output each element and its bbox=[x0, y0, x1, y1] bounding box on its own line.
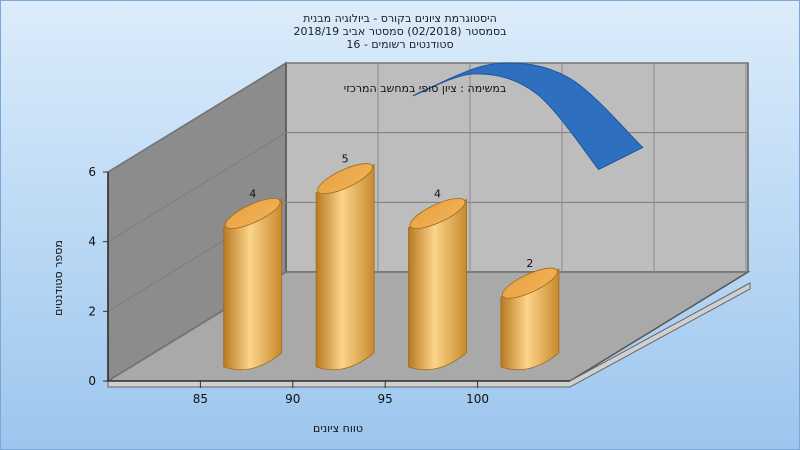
chart-title: היסטוגרמת ציונים בקורס - ביולוגיה מבנית … bbox=[293, 12, 506, 51]
bar-top-cap bbox=[502, 267, 558, 299]
bar-cylinder bbox=[500, 267, 560, 371]
grid-line-horizontal bbox=[107, 62, 748, 173]
bar-value-label: 4 bbox=[249, 188, 256, 201]
x-tick-label: 85 bbox=[193, 392, 208, 406]
bar-body bbox=[315, 164, 375, 371]
bar-body bbox=[223, 198, 283, 371]
y-axis-label: מספר סטודנטים bbox=[52, 240, 65, 316]
bar-value-label: 5 bbox=[342, 153, 349, 166]
bar-cylinder bbox=[223, 198, 283, 371]
trend-curve-ribbon bbox=[412, 62, 644, 171]
x-axis-ticks: 85 90 95 100 bbox=[193, 381, 489, 406]
bar-series bbox=[223, 163, 560, 371]
x-tick-label: 90 bbox=[285, 392, 300, 406]
bar-value-label: 2 bbox=[526, 257, 533, 270]
y-tick-label: 2 bbox=[88, 304, 96, 318]
bar-top-cap bbox=[409, 198, 466, 229]
x-tick-label: 95 bbox=[378, 392, 393, 406]
bar-cylinder bbox=[408, 198, 467, 371]
trend-curve bbox=[412, 62, 644, 171]
y-tick-label: 6 bbox=[88, 165, 96, 179]
chart-annotation: במשימה : ציון סופי במחשב המרכזי bbox=[344, 82, 507, 95]
y-tick-label: 0 bbox=[88, 374, 96, 388]
y-tick-label: 4 bbox=[88, 235, 96, 249]
x-axis-label: טווח ציונים bbox=[313, 422, 363, 435]
bar-top-cap bbox=[224, 198, 281, 229]
bar-top-cap bbox=[317, 163, 373, 195]
title-line-3: סטודנטים רשומים - 16 bbox=[346, 38, 453, 51]
grid-lines bbox=[107, 62, 748, 382]
x-tick-label: 100 bbox=[466, 392, 489, 406]
bar-body bbox=[408, 198, 467, 371]
bar-data-labels: 4 5 4 2 bbox=[249, 153, 533, 270]
y-axis-ticks: 0 2 4 6 bbox=[88, 165, 108, 388]
grid-line-horizontal bbox=[107, 201, 748, 312]
title-line-2: בסמסטר (02/2018) סמסטר אביב 2018/19 bbox=[293, 25, 506, 38]
grid-line-horizontal bbox=[107, 271, 748, 382]
bar-value-label: 4 bbox=[434, 188, 441, 201]
title-line-1: היסטוגרמת ציונים בקורס - ביולוגיה מבנית bbox=[303, 12, 497, 25]
bar-cylinder bbox=[315, 163, 375, 371]
